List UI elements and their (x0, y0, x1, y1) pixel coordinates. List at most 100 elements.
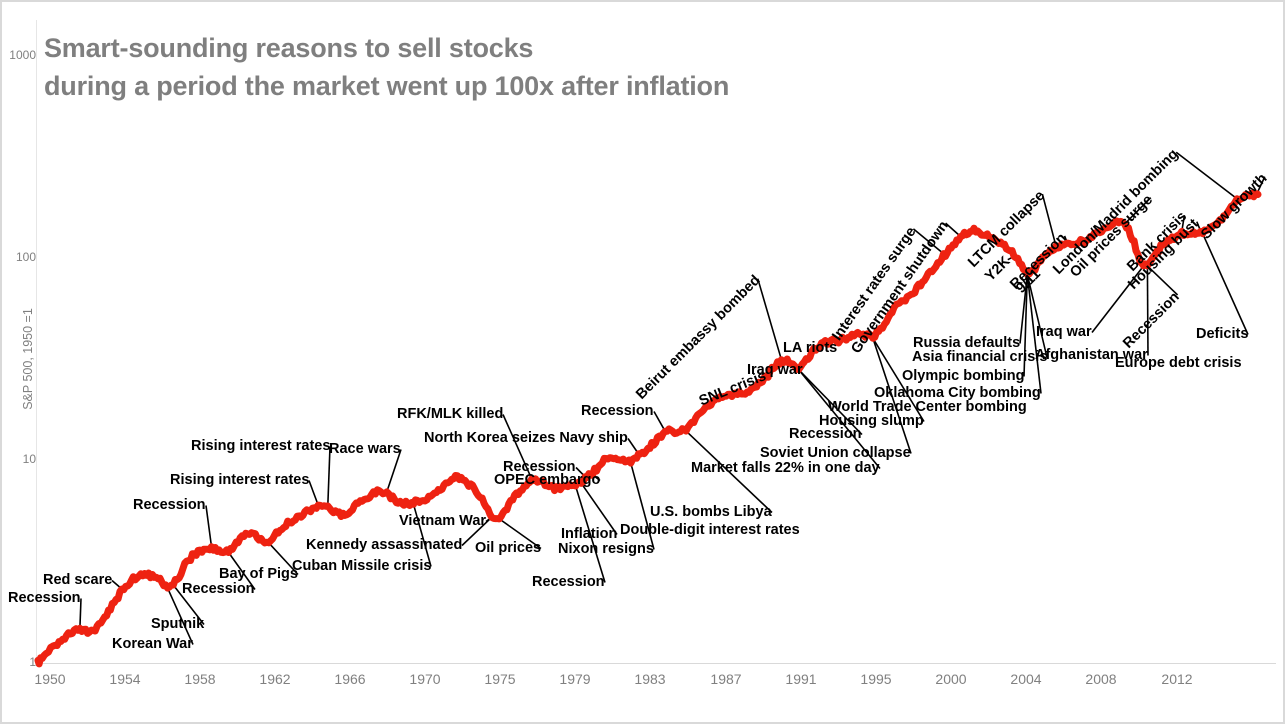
annotation-label: World Trade Center bombing (828, 399, 1027, 415)
annotation-label: Afghanistan war (1035, 347, 1148, 363)
annotation-label: OPEC embargo (494, 472, 601, 488)
annotation-leader-line (327, 446, 331, 507)
annotation-label: Inflation (561, 526, 618, 542)
annotation-leader-line (1175, 151, 1238, 200)
annotation-label: Market falls 22% in one day (691, 460, 880, 476)
annotation-leader-line (630, 462, 655, 550)
annotation-leader-line (1146, 265, 1179, 296)
x-tick-2000: 2000 (935, 671, 967, 687)
annotation-leader-line (1026, 274, 1048, 358)
x-tick-1950: 1950 (34, 671, 66, 687)
annotation-leader-line (797, 369, 881, 470)
annotation-leader-line (574, 485, 606, 583)
border-right (1283, 0, 1285, 724)
x-tick-1962: 1962 (259, 671, 291, 687)
annotation-leader-line (798, 369, 863, 436)
border-bottom (0, 722, 1285, 724)
x-axis-line (36, 663, 1276, 664)
annotation-leader-line (502, 414, 533, 480)
annotation-leader-line (757, 278, 783, 360)
y-tick-1: 1 (29, 655, 36, 669)
annotation-leader-line (386, 449, 402, 493)
annotation-leader-line (1041, 193, 1057, 247)
annotation-label: Cuban Missile crisis (292, 558, 432, 574)
annotation-leader-line (461, 516, 493, 547)
x-tick-1958: 1958 (184, 671, 216, 687)
annotation-label: RFK/MLK killed (397, 406, 504, 422)
annotation-label: Red scare (43, 572, 113, 588)
annotation-leader-line (227, 552, 256, 590)
x-tick-1975: 1975 (484, 671, 516, 687)
y-tick-1000: 1000 (9, 48, 36, 62)
title-line-2: during a period the market went up 100x … (44, 71, 730, 101)
annotation-label: Rising interest rates (191, 438, 331, 454)
annotation-label: Recession (789, 426, 862, 442)
annotation-leader-line (205, 505, 213, 547)
x-tick-1995: 1995 (860, 671, 892, 687)
annotation-label: Recession (532, 574, 605, 590)
annotation-leader-line (1146, 265, 1149, 356)
annotation-label: Asia financial crisis (912, 349, 1048, 365)
annotation-label: Oklahoma City bombing (874, 385, 1041, 401)
y-axis-line (36, 20, 37, 664)
annotation-leader-line (412, 504, 432, 567)
annotation-leader-line (580, 482, 618, 535)
x-tick-2012: 2012 (1161, 671, 1193, 687)
annotation-label: Soviet Union collapse (760, 445, 911, 461)
annotation-leader-line (1124, 197, 1152, 225)
y-tick-100: 100 (15, 250, 36, 264)
x-tick-2004: 2004 (1010, 671, 1042, 687)
annotation-label: LA riots (783, 340, 838, 356)
annotation-label: Recession (182, 581, 255, 597)
annotation-label: Olympic bombing (902, 368, 1025, 384)
annotation-label: Iraq war (747, 362, 803, 378)
annotation-leader-line (166, 587, 194, 645)
y-tick-10: 10 (22, 452, 36, 466)
annotation-label: Housing slump (819, 413, 924, 429)
annotation-leader-line (79, 598, 82, 629)
annotation-label: U.S. bombs Libya (650, 504, 772, 520)
page-title: Smart-sounding reasons to sell stocks du… (44, 29, 874, 105)
annotation-label: Rising interest rates (170, 472, 310, 488)
annotation-label: Nixon resigns (558, 541, 654, 557)
annotation-leader-line (1026, 274, 1042, 394)
annotation-leader-line (1201, 233, 1249, 335)
annotation-leader-line (872, 338, 912, 454)
x-tick-1979: 1979 (559, 671, 591, 687)
annotation-leader-line (872, 337, 925, 422)
x-tick-1987: 1987 (710, 671, 742, 687)
x-tick-1966: 1966 (334, 671, 366, 687)
annotation-label: Oil prices (475, 540, 542, 556)
annotation-label: Kennedy assassinated (306, 537, 463, 553)
annotation-label: Race wars (329, 441, 401, 457)
annotation-leader-line (912, 228, 945, 255)
annotation-leader-line (685, 430, 773, 514)
annotation-label: Recession (503, 459, 576, 475)
annotation-label: North Korea seizes Navy ship (424, 430, 628, 446)
annotation-leader-line (268, 542, 299, 576)
leader-lines (79, 151, 1266, 645)
annotation-label: Recession (8, 590, 81, 606)
x-tick-1970: 1970 (409, 671, 441, 687)
annotation-label: Korean War (112, 636, 193, 652)
border-top (0, 0, 1285, 2)
annotation-label: Russia defaults (913, 335, 1021, 351)
border-left (0, 0, 2, 724)
annotation-leader-line (498, 518, 542, 550)
annotation-leader-line (172, 584, 205, 625)
annotation-leader-line (1091, 265, 1145, 333)
x-tick-2008: 2008 (1085, 671, 1117, 687)
annotation-label: Recession (581, 403, 654, 419)
x-tick-1983: 1983 (634, 671, 666, 687)
annotation-label: Iraq war (1036, 324, 1092, 340)
annotation-label: Europe debt crisis (1115, 355, 1242, 371)
annotation-label: Bay of Pigs (219, 566, 298, 582)
annotation-label: Vietnam War (399, 513, 487, 529)
annotation-leader-line (308, 480, 319, 506)
annotation-leader-line (1023, 274, 1029, 377)
x-tick-1954: 1954 (109, 671, 141, 687)
title-line-1: Smart-sounding reasons to sell stocks (44, 33, 534, 63)
sp500-series-path (34, 189, 1262, 668)
